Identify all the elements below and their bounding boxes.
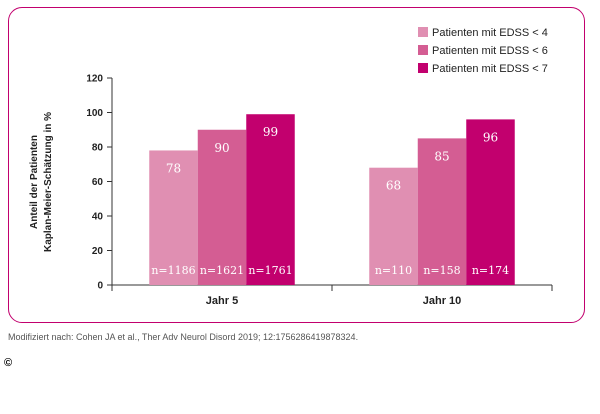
y-tick-label: 20 (92, 246, 104, 257)
y-tick-label: 120 (86, 74, 103, 85)
bar (246, 114, 295, 285)
bar-n-label: n=1621 (200, 264, 244, 277)
y-tick-label: 0 (97, 281, 103, 292)
bar (369, 167, 418, 285)
legend-label: Patienten mit EDSS < 4 (432, 27, 548, 39)
y-tick-label: 60 (92, 177, 104, 188)
bar-value-label: 90 (214, 141, 229, 155)
y-axis-label-line-2: Kaplan-Meier-Schätzung in % (43, 112, 54, 252)
bar-value-label: 85 (434, 149, 449, 163)
bar (197, 129, 247, 285)
legend: Patienten mit EDSS < 4 Patienten mit EDSS… (418, 27, 548, 75)
copyright-symbol: © (4, 357, 13, 369)
y-axis-label-line-1: Anteil der Patienten (29, 135, 40, 229)
y-tick-label: 40 (92, 212, 104, 223)
bar-chart: Anteil der Patienten Kaplan-Meier-Schätz… (29, 27, 553, 307)
bar-value-label: 78 (166, 161, 181, 175)
bar (149, 150, 198, 285)
bar-value-label: 68 (386, 179, 401, 193)
bar-n-label: n=1186 (151, 264, 195, 277)
legend-swatch (418, 27, 428, 37)
legend-label: Patienten mit EDSS < 7 (432, 63, 548, 75)
y-tick-label: 80 (92, 143, 104, 154)
bar-value-label: 96 (483, 130, 498, 144)
source-note: Modifiziert nach: Cohen JA et al., Ther … (8, 332, 359, 342)
bar-n-label: n=174 (472, 264, 509, 277)
x-category-label: Jahr 5 (206, 295, 238, 307)
bar-n-label: n=110 (375, 264, 412, 277)
bar (466, 119, 515, 286)
bar-n-label: n=158 (423, 264, 460, 277)
bar (417, 138, 467, 285)
x-category-label: Jahr 10 (423, 295, 462, 307)
legend-swatch (418, 45, 428, 55)
bars: 78 n=1186 90 n=1621 99 n=1761 Jahr 5 68 n=110 85 n… (149, 114, 515, 307)
bar-value-label: 99 (263, 125, 278, 139)
legend-swatch (418, 63, 428, 73)
legend-label: Patienten mit EDSS < 6 (432, 45, 548, 57)
bar-n-label: n=1761 (248, 264, 292, 277)
y-tick-label: 100 (86, 108, 103, 119)
